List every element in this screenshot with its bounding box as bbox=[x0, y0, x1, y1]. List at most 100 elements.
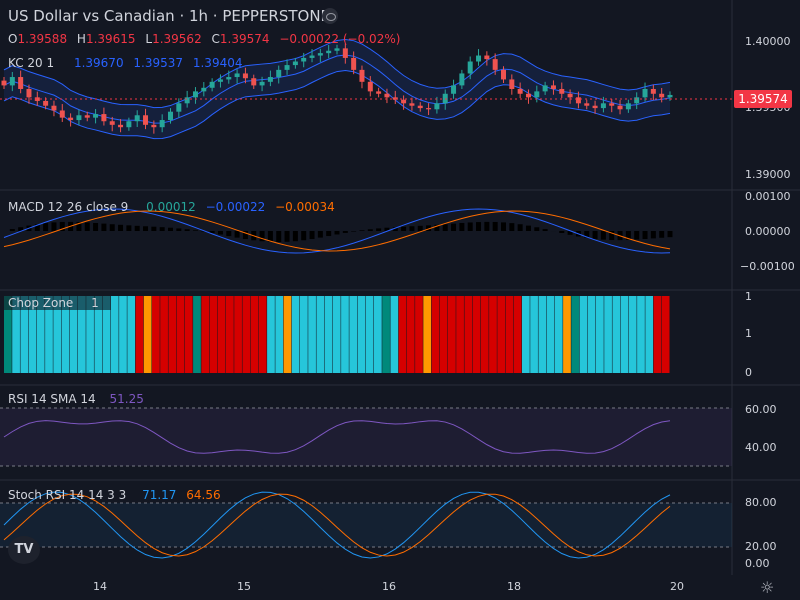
chop-zone-bar bbox=[431, 296, 440, 373]
candle-body bbox=[467, 61, 473, 74]
candle-body bbox=[534, 91, 540, 98]
low-value: 1.39562 bbox=[152, 32, 202, 46]
candle-body bbox=[484, 55, 490, 60]
candle-body bbox=[226, 77, 232, 80]
candle-body bbox=[118, 124, 124, 128]
symbol-title[interactable]: US Dollar vs Canadian · 1h · PEPPERSTONE bbox=[8, 7, 331, 25]
macd-hist-bar bbox=[326, 231, 332, 237]
chop-zone-bar bbox=[382, 296, 390, 373]
macd-hist-bar bbox=[584, 231, 590, 238]
candle-body bbox=[667, 94, 673, 98]
candle-body bbox=[184, 97, 190, 104]
macd-hist-bar bbox=[534, 227, 540, 231]
eye-icon[interactable] bbox=[322, 8, 338, 24]
close-value: 1.39574 bbox=[219, 32, 270, 46]
candle-body bbox=[384, 93, 390, 98]
chop-zone-bar bbox=[522, 296, 530, 373]
candle-body bbox=[68, 117, 74, 121]
chop-zone-bar bbox=[234, 296, 242, 373]
ohlc-legend: O1.39588 H1.39615 L1.39562 C1.39574 −0.0… bbox=[8, 32, 406, 46]
macd-hist-bar bbox=[625, 231, 631, 240]
stoch-axis-label: 0.00 bbox=[745, 557, 770, 570]
chop-zone-bar bbox=[596, 296, 604, 373]
chop-zone-bar bbox=[349, 296, 358, 373]
macd-hist-bar bbox=[667, 231, 673, 238]
signal-line bbox=[3, 210, 671, 252]
time-axis-label: 14 bbox=[93, 580, 107, 593]
stoch-d-value: 64.56 bbox=[186, 488, 221, 502]
stoch-legend[interactable]: Stoch RSI 14 14 3 3 71.17 64.56 bbox=[8, 488, 227, 502]
rsi-legend[interactable]: RSI 14 SMA 14 51.25 bbox=[8, 392, 150, 406]
candle-body bbox=[650, 88, 656, 94]
candle-body bbox=[76, 115, 82, 121]
candle-body bbox=[34, 97, 40, 101]
macd-hist-bar bbox=[234, 231, 240, 238]
candle-body bbox=[625, 103, 631, 110]
macd-hist-bar bbox=[209, 231, 215, 233]
kc-basis-line bbox=[3, 54, 671, 124]
chop-zone-bar bbox=[497, 296, 506, 373]
macd-hist-bar bbox=[226, 231, 232, 237]
candle-body bbox=[292, 61, 298, 66]
chop-zone-bar bbox=[168, 296, 177, 373]
candle-body bbox=[84, 115, 90, 118]
chop-zone-bar bbox=[283, 296, 292, 373]
macd-hist-bar bbox=[376, 228, 382, 231]
macd-hist-bar bbox=[476, 222, 482, 231]
kc-legend[interactable]: KC 20 1 1.39670 1.39537 1.39404 bbox=[8, 56, 248, 70]
time-axis-label: 18 bbox=[507, 580, 521, 593]
candle-body bbox=[217, 79, 223, 82]
macd-hist-bar bbox=[359, 230, 365, 231]
macd-hist-bar bbox=[168, 227, 173, 231]
chop-zone-bar bbox=[316, 296, 325, 373]
candle-body bbox=[659, 93, 665, 98]
chop-zone-bar bbox=[571, 296, 580, 373]
chop-zone-bar bbox=[406, 296, 415, 373]
chop-zone-bar bbox=[45, 296, 53, 373]
macd-label: MACD 12 26 close 9 bbox=[8, 200, 129, 214]
chop-zone-bar bbox=[53, 296, 62, 373]
stoch-k-value: 71.17 bbox=[142, 488, 177, 502]
candle-body bbox=[517, 88, 523, 94]
chop-zone-bar bbox=[505, 296, 514, 373]
macd-hist-bar bbox=[459, 222, 465, 231]
chop-zone-bar bbox=[480, 296, 489, 373]
tradingview-logo-icon[interactable]: TV bbox=[8, 536, 40, 564]
macd-hist-bar bbox=[609, 231, 615, 241]
macd-legend[interactable]: MACD 12 26 close 9 0.00012 −0.00022 −0.0… bbox=[8, 200, 341, 214]
gear-icon[interactable]: ☼ bbox=[760, 578, 775, 597]
chop-zone-bar bbox=[357, 296, 366, 373]
candle-body bbox=[209, 81, 215, 88]
rsi-value: 51.25 bbox=[109, 392, 144, 406]
candle-body bbox=[550, 85, 556, 89]
chop-legend[interactable]: Chop Zone 1 bbox=[4, 296, 111, 310]
candle-body bbox=[18, 77, 24, 89]
candle-body bbox=[276, 69, 282, 78]
chop-zone-bar bbox=[308, 296, 316, 373]
candle-body bbox=[267, 77, 273, 82]
candle-body bbox=[476, 55, 482, 62]
macd-hist-bar bbox=[93, 223, 99, 231]
macd-hist-bar bbox=[301, 231, 307, 241]
chop-zone-bar bbox=[324, 296, 333, 373]
macd-hist-bar bbox=[267, 231, 273, 242]
candle-body bbox=[542, 85, 548, 92]
macd-hist-bar bbox=[59, 221, 65, 231]
chop-zone-bar bbox=[176, 296, 185, 373]
chop-zone-bar bbox=[110, 296, 119, 373]
macd-hist-bar bbox=[401, 226, 407, 231]
macd-hist-bar bbox=[384, 227, 390, 231]
macd-hist-bar bbox=[409, 226, 415, 231]
candle-body bbox=[584, 103, 590, 106]
rsi-band-fill bbox=[0, 408, 732, 466]
macd-hist-bar bbox=[176, 228, 182, 231]
macd-signal-value: −0.00034 bbox=[275, 200, 335, 214]
macd-hist-bar bbox=[151, 226, 157, 231]
macd-hist-bar bbox=[517, 224, 523, 231]
chop-zone-bar bbox=[332, 296, 341, 373]
candle-body bbox=[559, 88, 565, 94]
macd-hist-bar bbox=[76, 222, 82, 231]
macd-hist-bar bbox=[192, 230, 198, 231]
macd-hist-bar bbox=[509, 223, 515, 231]
